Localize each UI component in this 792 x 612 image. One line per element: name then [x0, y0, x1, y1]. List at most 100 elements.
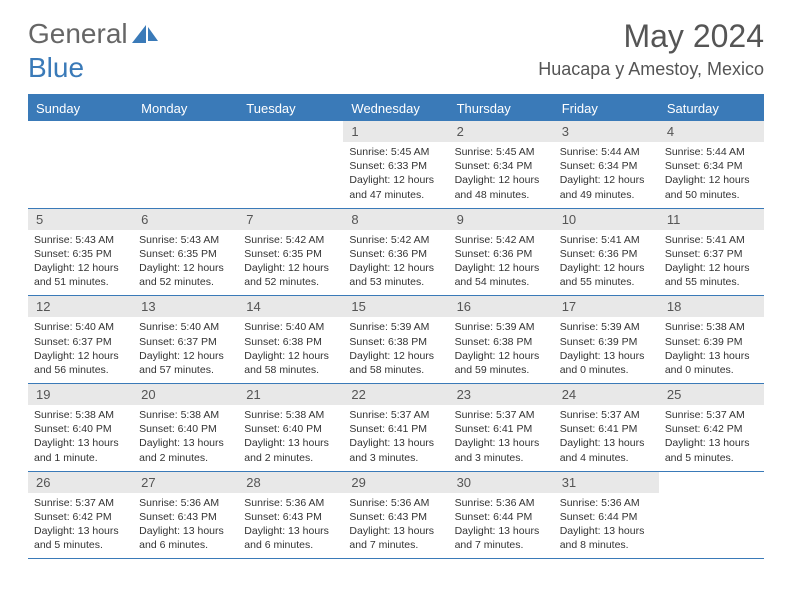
day-number: 15	[343, 296, 448, 317]
weekday-header-row: SundayMondayTuesdayWednesdayThursdayFrid…	[28, 96, 764, 121]
day-details: Sunrise: 5:37 AMSunset: 6:42 PMDaylight:…	[28, 493, 133, 559]
day-details: Sunrise: 5:39 AMSunset: 6:39 PMDaylight:…	[554, 317, 659, 383]
day-number: 18	[659, 296, 764, 317]
day-cell: 4Sunrise: 5:44 AMSunset: 6:34 PMDaylight…	[659, 121, 764, 208]
day-cell: 31Sunrise: 5:36 AMSunset: 6:44 PMDayligh…	[554, 472, 659, 559]
day-cell: 14Sunrise: 5:40 AMSunset: 6:38 PMDayligh…	[238, 296, 343, 383]
day-cell	[133, 121, 238, 208]
day-details: Sunrise: 5:36 AMSunset: 6:44 PMDaylight:…	[554, 493, 659, 559]
day-details: Sunrise: 5:37 AMSunset: 6:41 PMDaylight:…	[554, 405, 659, 471]
day-number: 19	[28, 384, 133, 405]
location-label: Huacapa y Amestoy, Mexico	[538, 59, 764, 80]
day-cell: 9Sunrise: 5:42 AMSunset: 6:36 PMDaylight…	[449, 209, 554, 296]
weekday-header: Thursday	[449, 96, 554, 121]
day-number: 4	[659, 121, 764, 142]
day-cell: 10Sunrise: 5:41 AMSunset: 6:36 PMDayligh…	[554, 209, 659, 296]
triangle-icon	[132, 25, 146, 43]
day-number: 14	[238, 296, 343, 317]
week-row: 26Sunrise: 5:37 AMSunset: 6:42 PMDayligh…	[28, 472, 764, 560]
day-details: Sunrise: 5:42 AMSunset: 6:36 PMDaylight:…	[449, 230, 554, 296]
day-cell: 22Sunrise: 5:37 AMSunset: 6:41 PMDayligh…	[343, 384, 448, 471]
month-title: May 2024	[538, 18, 764, 55]
day-details: Sunrise: 5:41 AMSunset: 6:37 PMDaylight:…	[659, 230, 764, 296]
day-number: 1	[343, 121, 448, 142]
calendar-body: 1Sunrise: 5:45 AMSunset: 6:33 PMDaylight…	[28, 121, 764, 559]
header: General May 2024 Huacapa y Amestoy, Mexi…	[0, 0, 792, 88]
day-details: Sunrise: 5:40 AMSunset: 6:38 PMDaylight:…	[238, 317, 343, 383]
day-details: Sunrise: 5:43 AMSunset: 6:35 PMDaylight:…	[28, 230, 133, 296]
day-details: Sunrise: 5:37 AMSunset: 6:41 PMDaylight:…	[449, 405, 554, 471]
day-details: Sunrise: 5:37 AMSunset: 6:41 PMDaylight:…	[343, 405, 448, 471]
day-number: 27	[133, 472, 238, 493]
weekday-header: Monday	[133, 96, 238, 121]
weekday-header: Tuesday	[238, 96, 343, 121]
day-cell: 25Sunrise: 5:37 AMSunset: 6:42 PMDayligh…	[659, 384, 764, 471]
week-row: 5Sunrise: 5:43 AMSunset: 6:35 PMDaylight…	[28, 209, 764, 297]
day-details: Sunrise: 5:42 AMSunset: 6:35 PMDaylight:…	[238, 230, 343, 296]
day-number: 5	[28, 209, 133, 230]
day-details: Sunrise: 5:42 AMSunset: 6:36 PMDaylight:…	[343, 230, 448, 296]
day-number: 11	[659, 209, 764, 230]
day-details: Sunrise: 5:39 AMSunset: 6:38 PMDaylight:…	[343, 317, 448, 383]
day-details: Sunrise: 5:40 AMSunset: 6:37 PMDaylight:…	[133, 317, 238, 383]
day-cell: 5Sunrise: 5:43 AMSunset: 6:35 PMDaylight…	[28, 209, 133, 296]
day-details: Sunrise: 5:41 AMSunset: 6:36 PMDaylight:…	[554, 230, 659, 296]
day-number: 17	[554, 296, 659, 317]
day-details: Sunrise: 5:38 AMSunset: 6:39 PMDaylight:…	[659, 317, 764, 383]
day-number: 29	[343, 472, 448, 493]
day-cell: 30Sunrise: 5:36 AMSunset: 6:44 PMDayligh…	[449, 472, 554, 559]
day-cell: 8Sunrise: 5:42 AMSunset: 6:36 PMDaylight…	[343, 209, 448, 296]
day-cell: 2Sunrise: 5:45 AMSunset: 6:34 PMDaylight…	[449, 121, 554, 208]
day-cell	[238, 121, 343, 208]
day-cell: 16Sunrise: 5:39 AMSunset: 6:38 PMDayligh…	[449, 296, 554, 383]
day-cell: 27Sunrise: 5:36 AMSunset: 6:43 PMDayligh…	[133, 472, 238, 559]
day-details: Sunrise: 5:45 AMSunset: 6:33 PMDaylight:…	[343, 142, 448, 208]
day-details: Sunrise: 5:36 AMSunset: 6:43 PMDaylight:…	[343, 493, 448, 559]
day-number: 10	[554, 209, 659, 230]
day-cell: 12Sunrise: 5:40 AMSunset: 6:37 PMDayligh…	[28, 296, 133, 383]
week-row: 1Sunrise: 5:45 AMSunset: 6:33 PMDaylight…	[28, 121, 764, 209]
day-number: 6	[133, 209, 238, 230]
day-details: Sunrise: 5:36 AMSunset: 6:43 PMDaylight:…	[133, 493, 238, 559]
day-number: 28	[238, 472, 343, 493]
day-cell: 26Sunrise: 5:37 AMSunset: 6:42 PMDayligh…	[28, 472, 133, 559]
day-details: Sunrise: 5:40 AMSunset: 6:37 PMDaylight:…	[28, 317, 133, 383]
day-cell: 21Sunrise: 5:38 AMSunset: 6:40 PMDayligh…	[238, 384, 343, 471]
day-details: Sunrise: 5:38 AMSunset: 6:40 PMDaylight:…	[238, 405, 343, 471]
day-cell: 11Sunrise: 5:41 AMSunset: 6:37 PMDayligh…	[659, 209, 764, 296]
day-cell: 20Sunrise: 5:38 AMSunset: 6:40 PMDayligh…	[133, 384, 238, 471]
day-details: Sunrise: 5:38 AMSunset: 6:40 PMDaylight:…	[28, 405, 133, 471]
day-details: Sunrise: 5:38 AMSunset: 6:40 PMDaylight:…	[133, 405, 238, 471]
day-cell: 1Sunrise: 5:45 AMSunset: 6:33 PMDaylight…	[343, 121, 448, 208]
week-row: 12Sunrise: 5:40 AMSunset: 6:37 PMDayligh…	[28, 296, 764, 384]
logo-text-blue: Blue	[28, 52, 84, 84]
day-number: 20	[133, 384, 238, 405]
day-number: 3	[554, 121, 659, 142]
week-row: 19Sunrise: 5:38 AMSunset: 6:40 PMDayligh…	[28, 384, 764, 472]
day-details: Sunrise: 5:45 AMSunset: 6:34 PMDaylight:…	[449, 142, 554, 208]
day-number: 23	[449, 384, 554, 405]
logo-text-general: General	[28, 18, 128, 50]
weekday-header: Sunday	[28, 96, 133, 121]
day-cell: 15Sunrise: 5:39 AMSunset: 6:38 PMDayligh…	[343, 296, 448, 383]
weekday-header: Saturday	[659, 96, 764, 121]
day-cell: 13Sunrise: 5:40 AMSunset: 6:37 PMDayligh…	[133, 296, 238, 383]
day-cell: 7Sunrise: 5:42 AMSunset: 6:35 PMDaylight…	[238, 209, 343, 296]
day-details: Sunrise: 5:43 AMSunset: 6:35 PMDaylight:…	[133, 230, 238, 296]
day-cell	[659, 472, 764, 559]
day-number: 7	[238, 209, 343, 230]
day-cell: 28Sunrise: 5:36 AMSunset: 6:43 PMDayligh…	[238, 472, 343, 559]
logo: General	[28, 18, 158, 50]
day-details: Sunrise: 5:37 AMSunset: 6:42 PMDaylight:…	[659, 405, 764, 471]
day-number: 12	[28, 296, 133, 317]
weekday-header: Wednesday	[343, 96, 448, 121]
day-cell	[28, 121, 133, 208]
day-cell: 17Sunrise: 5:39 AMSunset: 6:39 PMDayligh…	[554, 296, 659, 383]
day-number: 24	[554, 384, 659, 405]
triangle-icon	[148, 27, 158, 41]
day-number: 25	[659, 384, 764, 405]
day-number: 22	[343, 384, 448, 405]
title-block: May 2024 Huacapa y Amestoy, Mexico	[538, 18, 764, 80]
day-number: 13	[133, 296, 238, 317]
weekday-header: Friday	[554, 96, 659, 121]
